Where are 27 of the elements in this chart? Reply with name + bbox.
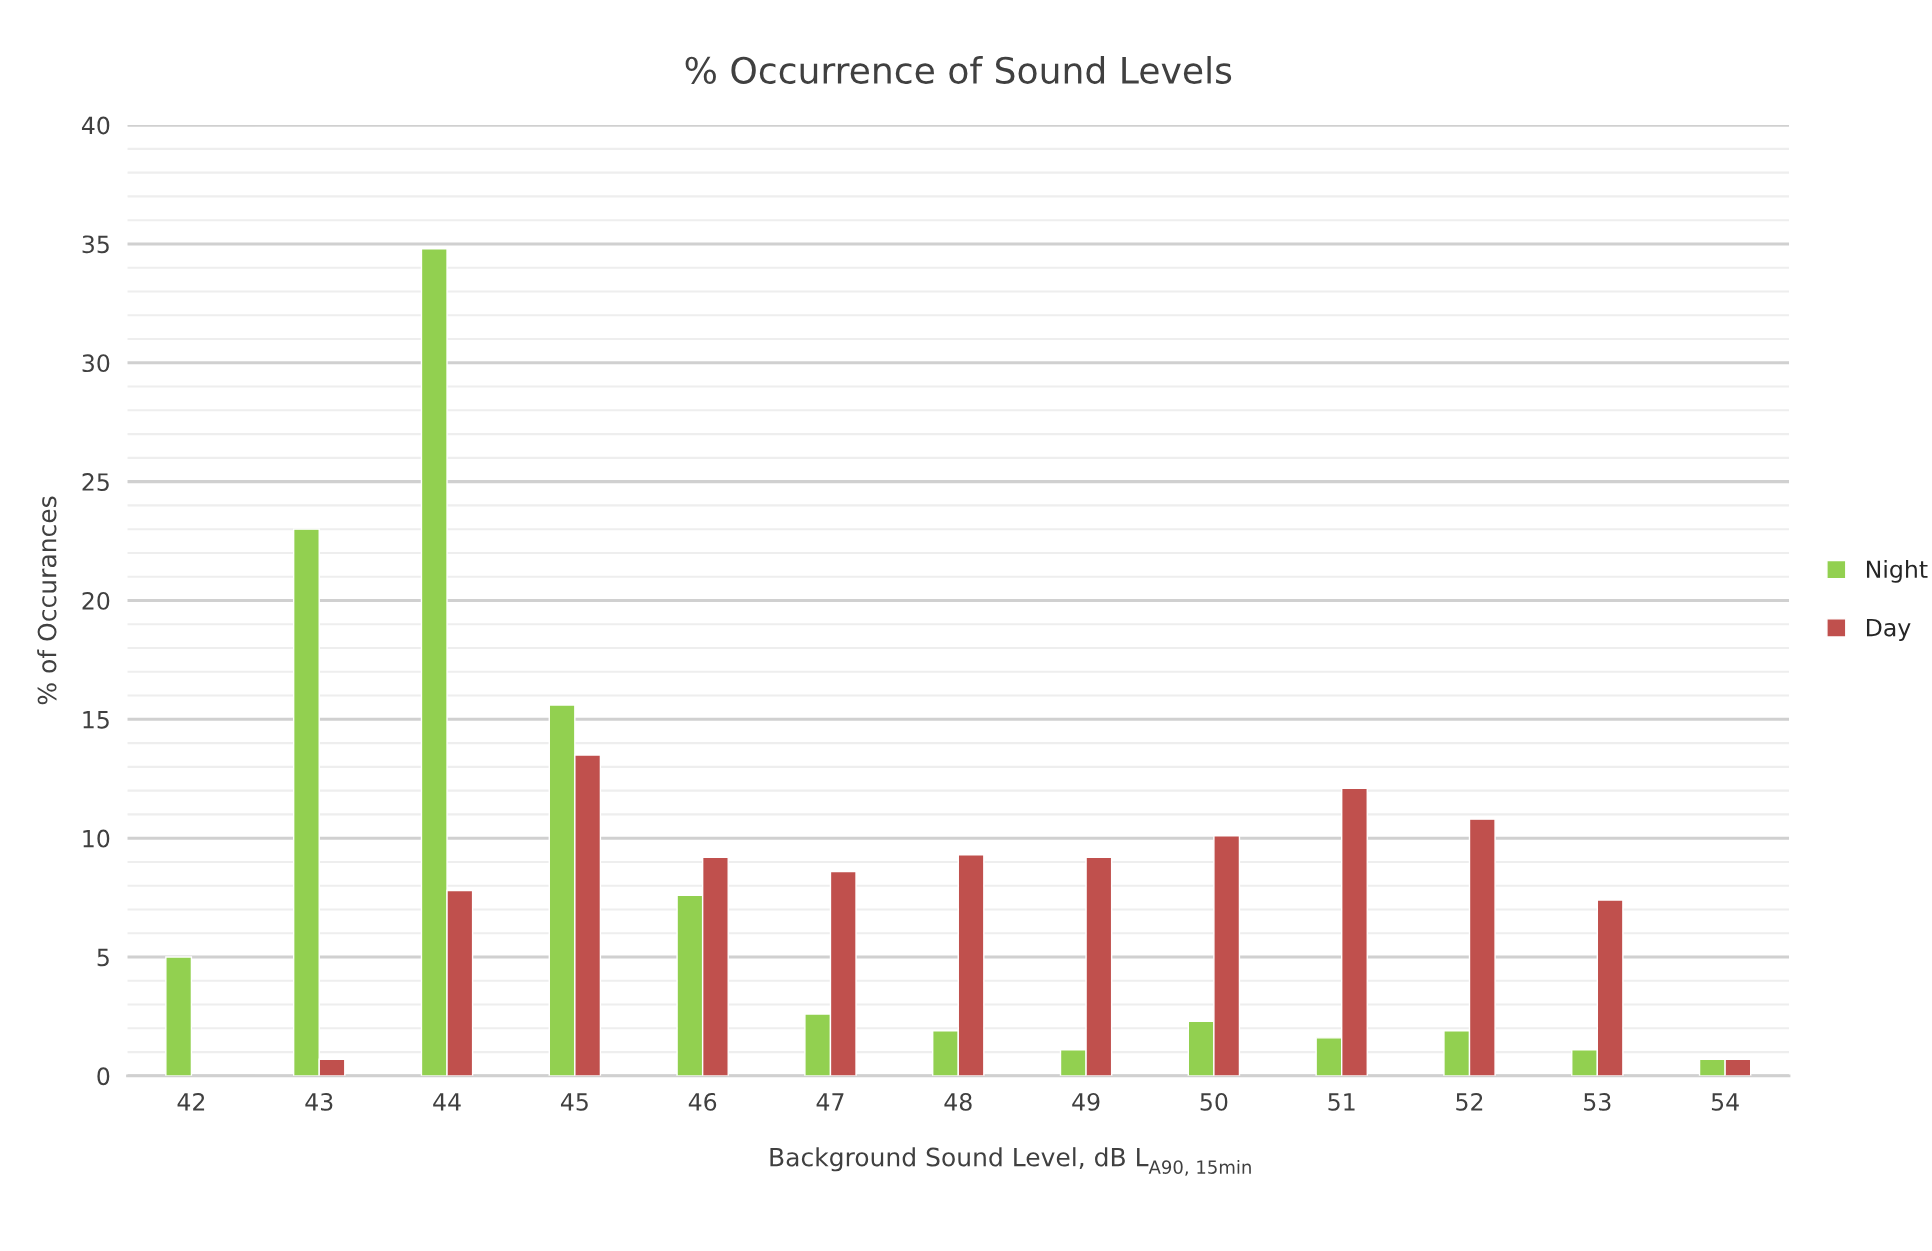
y-tick-label: 5: [97, 948, 109, 967]
chart-title: % Occurrence of Sound Levels: [685, 55, 1232, 84]
y-tick-label: 20: [82, 591, 110, 610]
x-tick-label: 43: [305, 1092, 333, 1111]
x-tick-label: 52: [1456, 1092, 1483, 1111]
x-tick-label: 53: [1584, 1092, 1611, 1111]
x-tick-label: 44: [433, 1093, 461, 1111]
x-tick-label: 46: [688, 1092, 717, 1111]
y-tick-label: 10: [83, 829, 110, 848]
y-tick-label: 35: [82, 235, 109, 254]
x-tick-label: 48: [944, 1092, 972, 1111]
y-tick-label: 0: [97, 1067, 110, 1086]
y-axis-title: % of Occurances: [37, 496, 57, 705]
legend-label: Night: [1866, 559, 1928, 583]
y-tick-label: 30: [82, 354, 110, 373]
x-tick-label: 45: [560, 1093, 588, 1111]
bar: [165, 956, 193, 1076]
x-tick-label: 42: [177, 1092, 205, 1111]
x-tick-label: 49: [1072, 1092, 1100, 1111]
legend-label: Day: [1866, 618, 1911, 642]
y-tick-label: 15: [83, 711, 109, 729]
x-tick-label: 54: [1711, 1093, 1739, 1111]
x-tick-label: 51: [1328, 1093, 1355, 1111]
x-tick-label: 47: [816, 1093, 844, 1111]
x-tick-label: 50: [1200, 1092, 1228, 1111]
y-tick-label: 25: [82, 473, 109, 491]
y-tick-label: 40: [81, 116, 110, 135]
